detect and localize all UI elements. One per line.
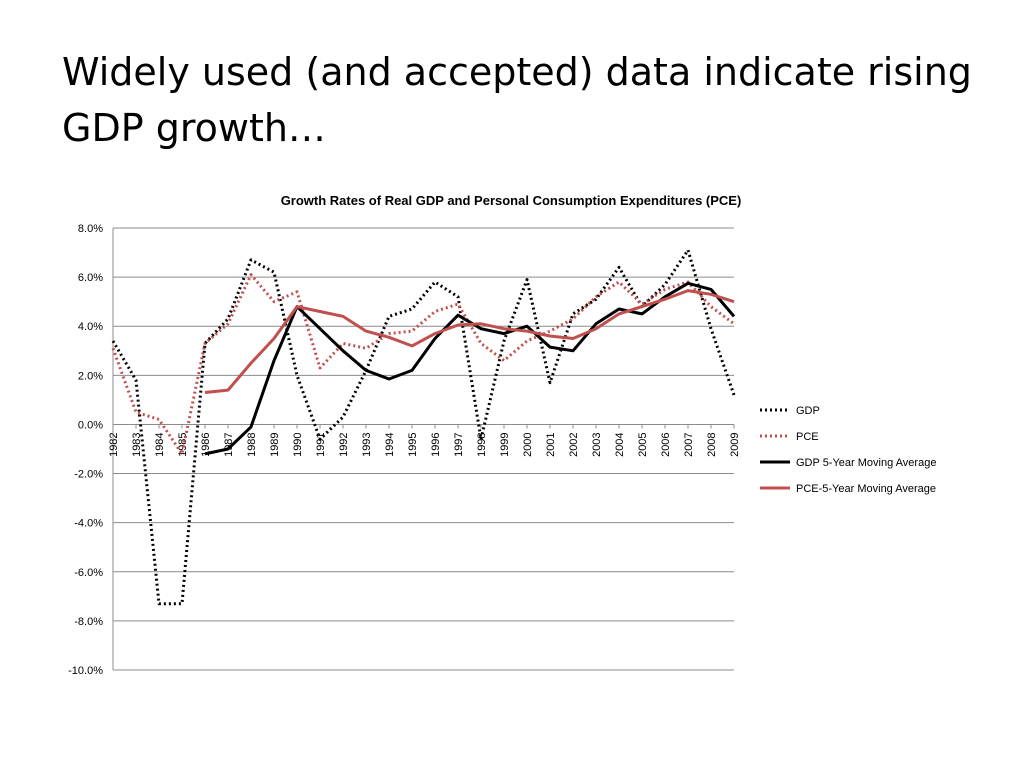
y-tick-label: -6.0% bbox=[74, 567, 103, 579]
y-tick-label: 0.0% bbox=[78, 419, 103, 431]
y-tick-label: 4.0% bbox=[78, 321, 103, 333]
x-tick-label: 2003 bbox=[591, 432, 603, 456]
x-tick-label: 2005 bbox=[637, 432, 649, 456]
slide-title: Widely used (and accepted) data indicate… bbox=[62, 50, 972, 150]
y-tick-label: 8.0% bbox=[78, 223, 103, 235]
x-tick-label: 2007 bbox=[683, 432, 695, 456]
legend-label: PCE-5-Year Moving Average bbox=[796, 483, 936, 495]
y-axis-ticks: 8.0% 6.0% 4.0% 2.0% 0.0% -2.0% -4.0% -6.0% -8.0%… bbox=[68, 223, 103, 677]
y-tick-label: -10.0% bbox=[68, 665, 103, 677]
y-tick-label: 6.0% bbox=[78, 272, 103, 284]
x-tick-label: 2008 bbox=[706, 432, 718, 456]
x-tick-label: 1993 bbox=[361, 432, 373, 456]
legend-label: GDP 5-Year Moving Average bbox=[796, 457, 936, 469]
x-tick-label: 1996 bbox=[430, 432, 442, 456]
series-layer bbox=[111, 248, 736, 606]
x-tick-label: 1983 bbox=[131, 432, 143, 456]
series-line-3 bbox=[204, 289, 735, 394]
x-tick-label: 1994 bbox=[384, 432, 396, 456]
x-tick-label: 1998 bbox=[476, 432, 488, 456]
x-tick-label: 2000 bbox=[522, 432, 534, 456]
x-tick-label: 2002 bbox=[568, 432, 580, 456]
x-tick-label: 1992 bbox=[338, 432, 350, 456]
y-tick-label: -8.0% bbox=[74, 616, 103, 628]
x-tick-label: 1991 bbox=[315, 432, 327, 456]
series-line-2 bbox=[204, 281, 736, 456]
x-tick-label: 2004 bbox=[614, 432, 626, 456]
y-tick-label: 2.0% bbox=[78, 370, 103, 382]
legend-label: GDP bbox=[796, 405, 820, 417]
x-tick-label: 1984 bbox=[154, 432, 166, 456]
x-tick-label: 1985 bbox=[177, 432, 189, 456]
x-tick-label: 1990 bbox=[292, 432, 304, 456]
x-tick-label: 1997 bbox=[453, 432, 465, 456]
chart-title: Growth Rates of Real GDP and Personal Co… bbox=[281, 193, 742, 208]
x-tick-label: 1988 bbox=[246, 432, 258, 456]
x-tick-label: 1989 bbox=[269, 432, 281, 456]
y-tick-label: -2.0% bbox=[74, 469, 103, 481]
x-tick-label: 2001 bbox=[545, 432, 557, 456]
x-tick-label: 2009 bbox=[729, 432, 741, 456]
series-line-0 bbox=[111, 248, 736, 606]
series-line-1 bbox=[111, 273, 735, 456]
legend-label: PCE bbox=[796, 431, 819, 443]
legend: GDP PCE GDP 5-Year Moving Average PCE-5-Yea… bbox=[760, 405, 936, 495]
x-tick-label: 1986 bbox=[200, 432, 212, 456]
x-tick-label: 1982 bbox=[108, 432, 120, 456]
x-axis: 1982 1983 1984 1985 1986 1987 1988 1989 1990 1991… bbox=[108, 423, 741, 457]
x-tick-label: 1999 bbox=[499, 432, 511, 456]
x-tick-label: 2006 bbox=[660, 432, 672, 456]
y-tick-label: -4.0% bbox=[74, 518, 103, 530]
x-tick-label: 1995 bbox=[407, 432, 419, 456]
